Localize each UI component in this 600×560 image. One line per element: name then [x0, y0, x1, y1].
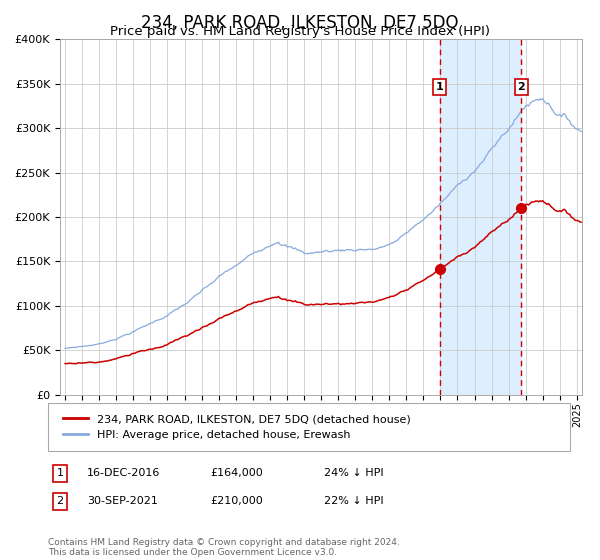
Text: 24% ↓ HPI: 24% ↓ HPI: [324, 468, 383, 478]
Text: £210,000: £210,000: [210, 496, 263, 506]
Text: 30-SEP-2021: 30-SEP-2021: [87, 496, 158, 506]
Text: 22% ↓ HPI: 22% ↓ HPI: [324, 496, 383, 506]
Text: £164,000: £164,000: [210, 468, 263, 478]
Text: Contains HM Land Registry data © Crown copyright and database right 2024.
This d: Contains HM Land Registry data © Crown c…: [48, 538, 400, 557]
Text: 1: 1: [56, 468, 64, 478]
Text: 1: 1: [436, 82, 443, 92]
Text: 16-DEC-2016: 16-DEC-2016: [87, 468, 160, 478]
Text: 2: 2: [518, 82, 526, 92]
Text: 2: 2: [56, 496, 64, 506]
Legend: 234, PARK ROAD, ILKESTON, DE7 5DQ (detached house), HPI: Average price, detached: 234, PARK ROAD, ILKESTON, DE7 5DQ (detac…: [59, 410, 415, 444]
Bar: [440, 39, 521, 395]
Text: Price paid vs. HM Land Registry's House Price Index (HPI): Price paid vs. HM Land Registry's House …: [110, 25, 490, 38]
FancyBboxPatch shape: [48, 403, 570, 451]
Text: 234, PARK ROAD, ILKESTON, DE7 5DQ: 234, PARK ROAD, ILKESTON, DE7 5DQ: [141, 14, 459, 32]
